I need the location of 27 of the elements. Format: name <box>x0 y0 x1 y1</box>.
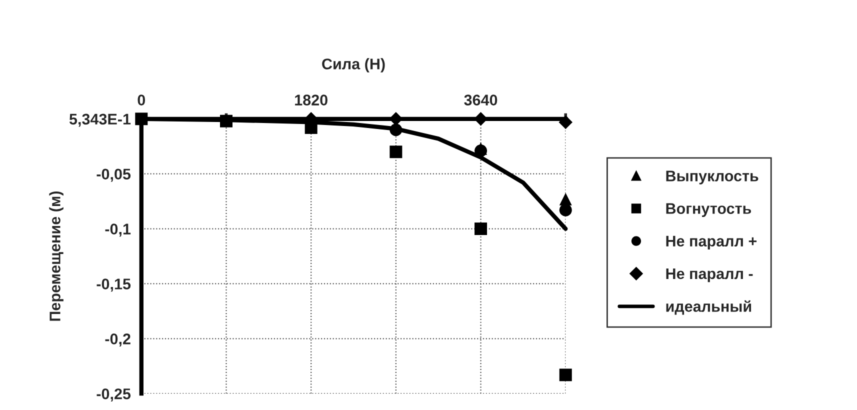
point <box>559 368 572 382</box>
legend-label: Выпуклость <box>666 170 758 184</box>
point <box>390 146 402 158</box>
y-tick-label: -0,05 <box>96 168 131 182</box>
legend-label: Не паралл - <box>666 268 753 282</box>
point <box>135 112 148 126</box>
x-tick-label: 0 <box>138 94 146 106</box>
point <box>558 115 572 130</box>
x-tick-label: 3640 <box>464 94 498 106</box>
y-tick-label: -0,15 <box>96 278 131 292</box>
legend-label: идеальный <box>666 300 752 315</box>
point <box>390 124 402 136</box>
y-tick-label: -0,1 <box>105 224 131 237</box>
y-tick-label: 5,343E-1 <box>69 114 131 127</box>
point <box>389 112 403 126</box>
legend-label: Вогнутость <box>666 203 752 217</box>
y-axis-title: Перемещение (м) <box>49 191 64 321</box>
point <box>559 204 572 216</box>
y-tick-label: -0,2 <box>105 334 130 347</box>
x-tick-label: 1820 <box>295 94 328 106</box>
x-axis-title: Сила (Н) <box>322 58 385 72</box>
legend-label: Не паралл + <box>666 236 757 250</box>
point <box>559 192 572 206</box>
point <box>220 114 232 128</box>
y-tick-label: -0,25 <box>96 388 131 402</box>
point <box>474 112 488 126</box>
point <box>474 222 488 236</box>
